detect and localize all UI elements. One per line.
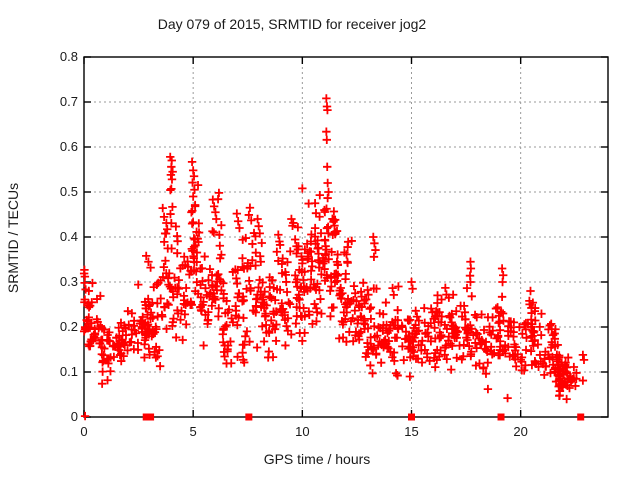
- y-tick-label: 0.4: [59, 229, 78, 244]
- srmtid-points-layer: [79, 94, 589, 421]
- chart-title: Day 079 of 2015, SRMTID for receiver jog…: [157, 16, 427, 32]
- x-tick-label: 20: [513, 424, 528, 439]
- x-tick-label: 5: [189, 424, 197, 439]
- y-tick-label: 0.3: [59, 274, 78, 289]
- y-tick-label: 0.5: [59, 184, 78, 199]
- x-axis-label: GPS time / hours: [263, 451, 371, 467]
- grid-layer: [84, 57, 608, 417]
- x-tick-label: 15: [404, 424, 419, 439]
- y-tick-label: 0: [70, 409, 78, 424]
- y-axis-label: SRMTID / TECUs: [5, 182, 21, 294]
- y-tick-label: 0.1: [59, 364, 78, 379]
- y-tick-label: 0.2: [59, 319, 78, 334]
- x-tick-label: 0: [80, 424, 88, 439]
- zero-flags-points-layer: [142, 413, 585, 421]
- y-tick-label: 0.7: [59, 94, 78, 109]
- y-tick-label: 0.6: [59, 139, 78, 154]
- x-tick-label: 10: [295, 424, 310, 439]
- y-tick-label: 0.8: [59, 49, 78, 64]
- axes-layer: [83, 56, 609, 418]
